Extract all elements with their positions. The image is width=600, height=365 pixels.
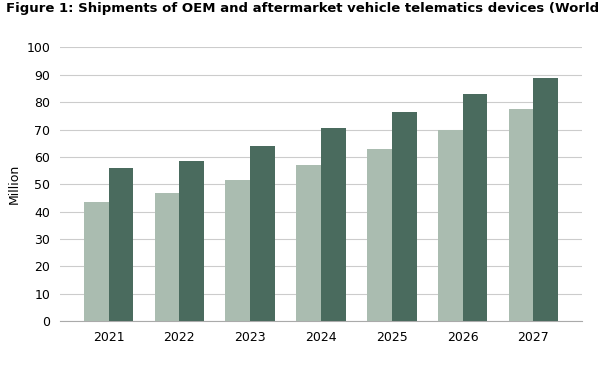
Bar: [250, 146, 275, 321]
Bar: [296, 165, 321, 321]
Text: Figure 1: Shipments of OEM and aftermarket vehicle telematics devices (World 202: Figure 1: Shipments of OEM and aftermark…: [6, 2, 600, 15]
Bar: [392, 112, 416, 321]
Bar: [109, 168, 133, 321]
Bar: [155, 192, 179, 321]
Bar: [463, 94, 487, 321]
Y-axis label: Million: Million: [8, 164, 21, 204]
Bar: [367, 149, 392, 321]
Bar: [533, 78, 558, 321]
Bar: [84, 202, 109, 321]
Bar: [226, 180, 250, 321]
Bar: [321, 128, 346, 321]
Bar: [179, 161, 204, 321]
Bar: [509, 109, 533, 321]
Bar: [438, 130, 463, 321]
